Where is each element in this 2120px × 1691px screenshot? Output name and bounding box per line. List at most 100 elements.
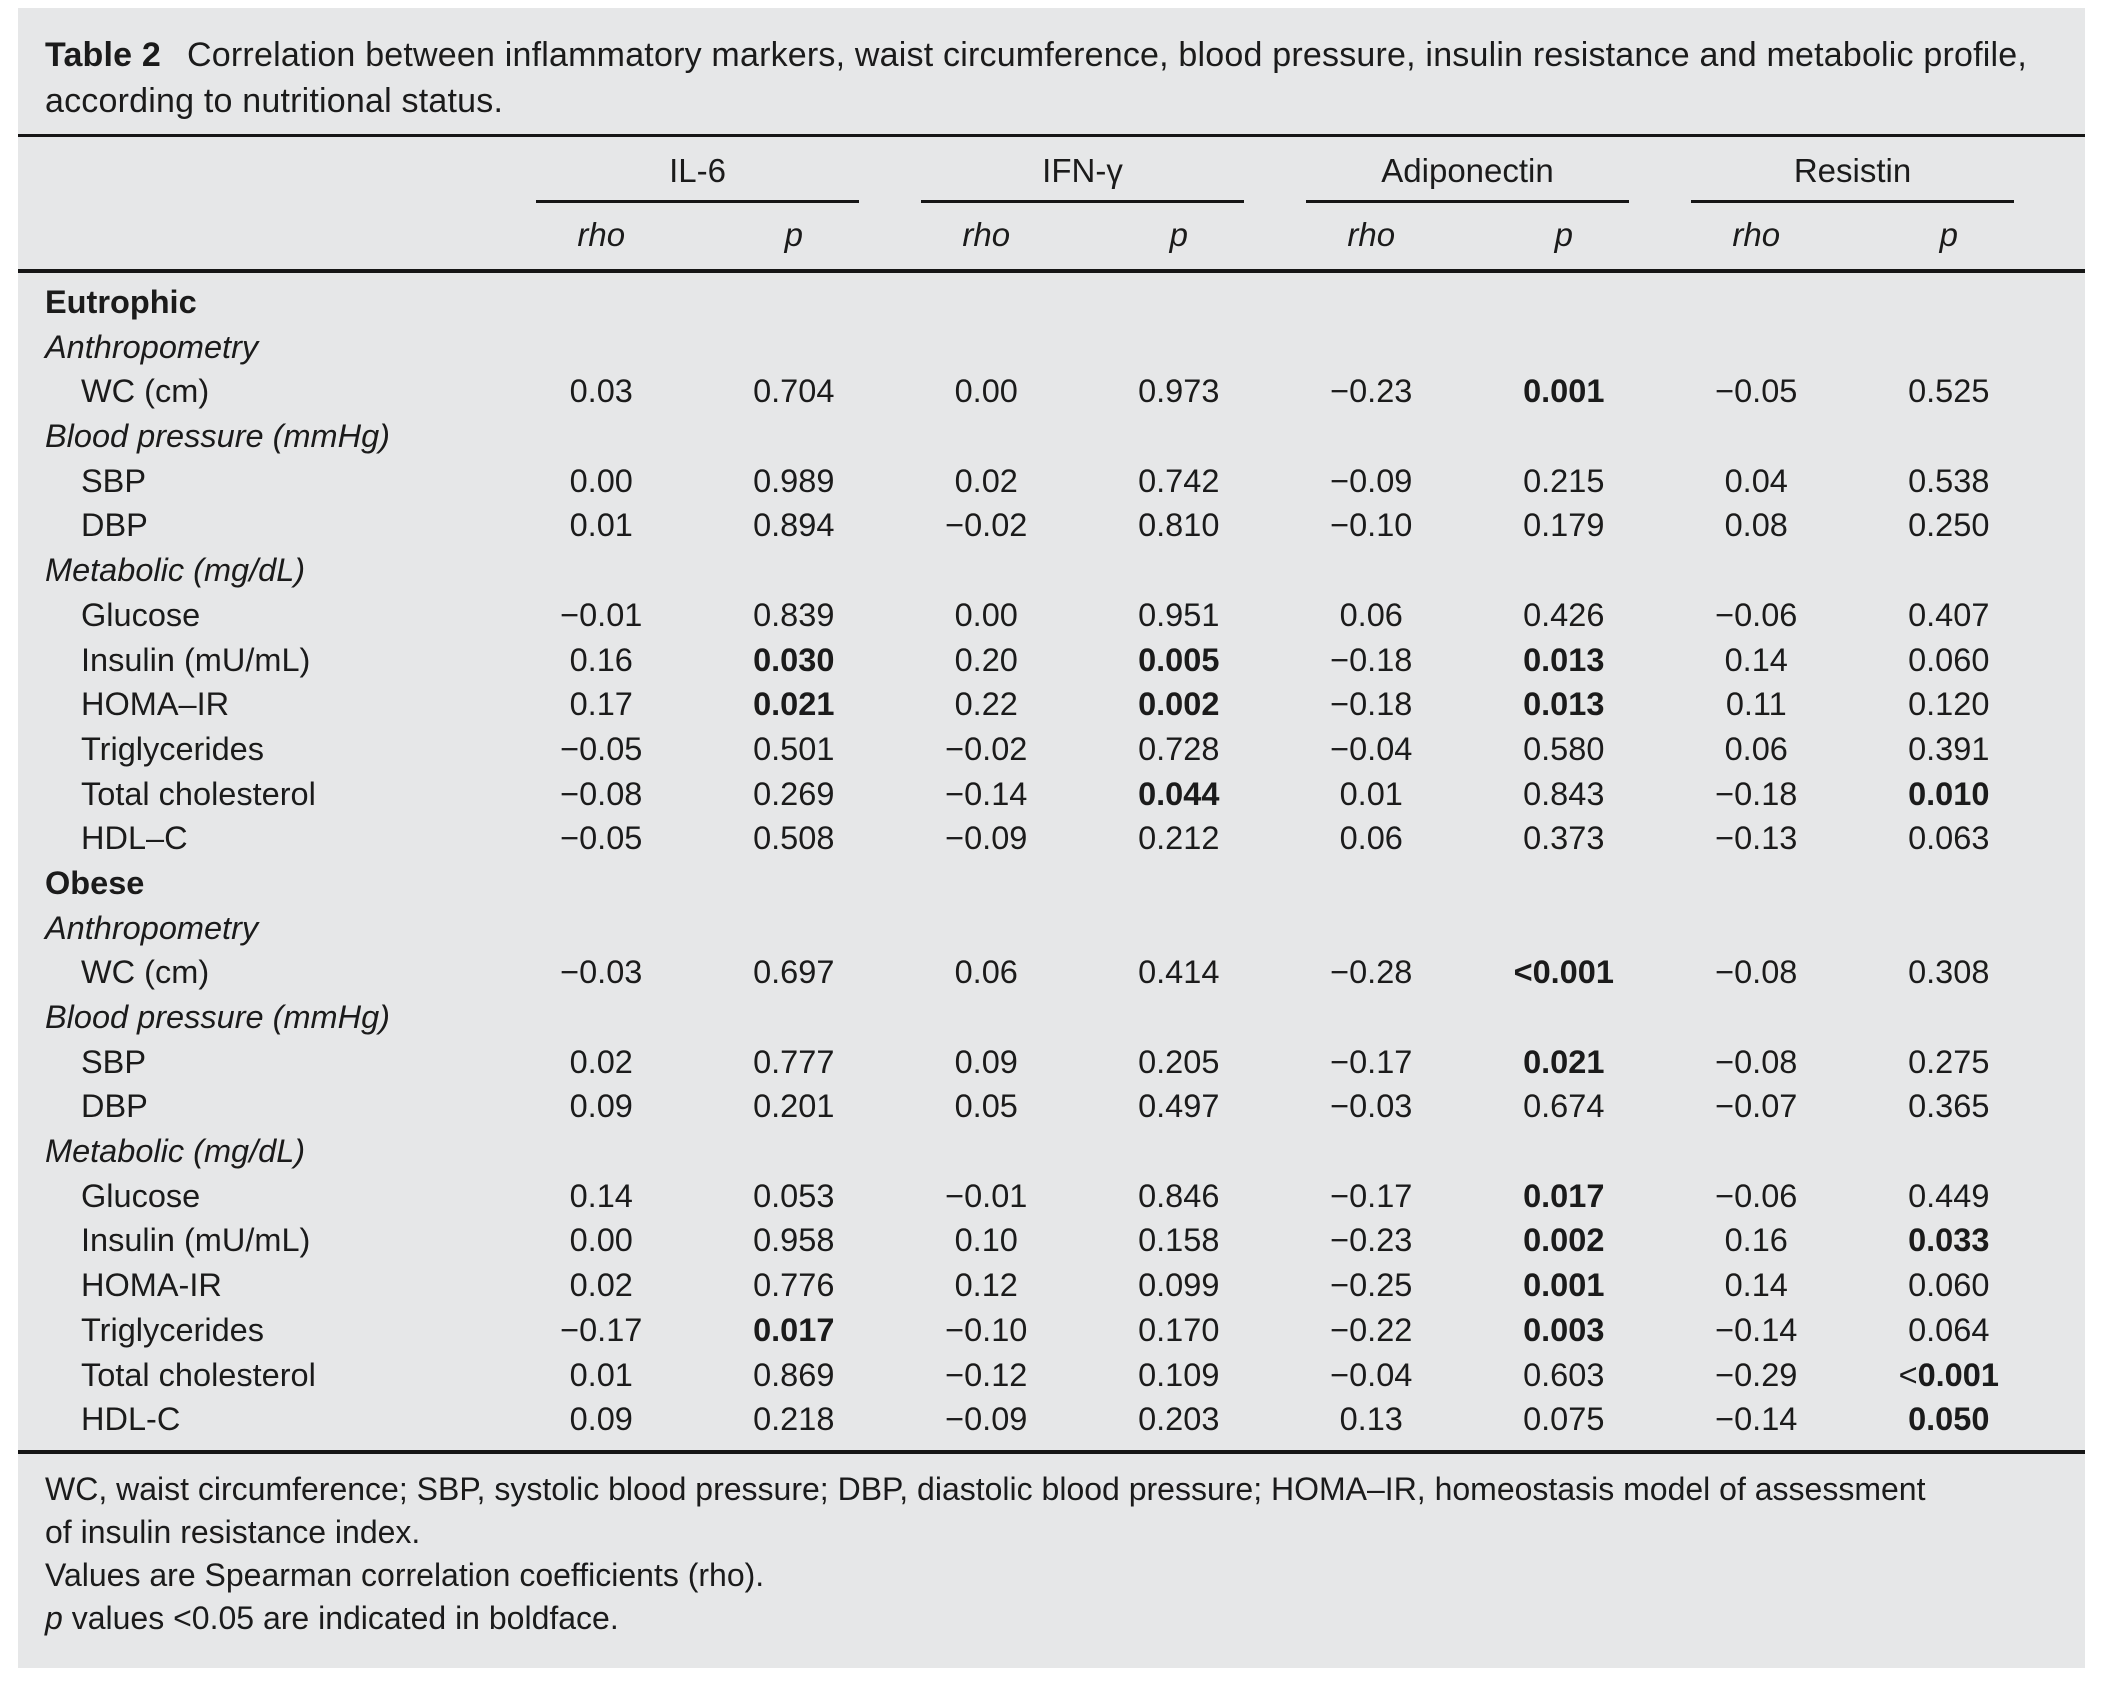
subheader-rho: rho	[1732, 216, 1781, 253]
table-row: Glucose 0.14 0.053 −0.01 0.846 −0.17 0.017 −0.0…	[45, 1174, 2045, 1219]
value-cell: 0.14	[1724, 1267, 1788, 1304]
value-cell: 0.212	[1138, 820, 1220, 857]
value-cell: 0.060	[1908, 641, 1990, 678]
value-cell: 0.158	[1138, 1222, 1220, 1259]
value-cell: −0.23	[1330, 373, 1413, 410]
value-cell: −0.08	[1715, 954, 1798, 991]
value-cell: −0.01	[560, 596, 643, 633]
footnote-line: Values are Spearman correlation coeffici…	[45, 1554, 2045, 1597]
value-cell: 0.00	[569, 462, 633, 499]
group-label: Adiponectin	[1381, 152, 1554, 189]
value-cell: −0.18	[1330, 686, 1413, 723]
table-row: Insulin (mU/mL) 0.16 0.030 0.20 0.005 −0.18 0.…	[45, 638, 2045, 683]
value-cell: 0.001	[1523, 373, 1605, 410]
value-cell: 0.06	[1339, 596, 1403, 633]
value-cell: 0.973	[1138, 373, 1220, 410]
value-cell: 0.414	[1138, 954, 1220, 991]
value-cell: 0.525	[1908, 373, 1990, 410]
subheader-rho: rho	[962, 216, 1011, 253]
value-cell: 0.13	[1339, 1401, 1403, 1438]
value-cell: <0.001	[1513, 954, 1614, 991]
value-cell: 0.064	[1908, 1311, 1990, 1348]
section-row: Anthropometry	[45, 906, 2045, 951]
value-cell: 0.205	[1138, 1043, 1220, 1080]
value-cell: 0.09	[569, 1088, 633, 1125]
table-row: SBP 0.00 0.989 0.02 0.742 −0.09 0.215 0.04 0.538	[45, 459, 2045, 504]
table-body: Eutrophic Anthropometry WC (cm) 0.03 0.704 0.…	[18, 273, 2085, 1450]
section-row: Blood pressure (mmHg)	[45, 414, 2045, 459]
value-cell: −0.08	[1715, 1043, 1798, 1080]
value-cell: 0.580	[1523, 730, 1605, 767]
value-cell: 0.010	[1908, 775, 1990, 812]
subheader-p: p	[1169, 216, 1188, 253]
table-row: Glucose −0.01 0.839 0.00 0.951 0.06 0.426 −0.06…	[45, 593, 2045, 638]
value-cell: 0.951	[1138, 596, 1220, 633]
value-cell: 0.250	[1908, 507, 1990, 544]
value-cell: 0.170	[1138, 1311, 1220, 1348]
row-label: HOMA–IR	[81, 686, 230, 723]
table-row: Total cholesterol −0.08 0.269 −0.14 0.044 0.0…	[45, 772, 2045, 817]
value-cell: 0.538	[1908, 462, 1990, 499]
value-cell: −0.18	[1330, 641, 1413, 678]
value-cell: −0.14	[1715, 1311, 1798, 1348]
row-label: HOMA-IR	[81, 1267, 222, 1304]
value-cell: 0.03	[569, 373, 633, 410]
value-cell: 0.033	[1908, 1222, 1990, 1259]
value-cell: −0.03	[1330, 1088, 1413, 1125]
footnote-line: WC, waist circumference; SBP, systolic b…	[45, 1468, 2045, 1511]
value-cell: −0.09	[945, 820, 1028, 857]
value-cell: 0.003	[1523, 1311, 1605, 1348]
section-row: Metabolic (mg/dL)	[45, 548, 2045, 593]
value-cell: −0.05	[560, 730, 643, 767]
row-label: WC (cm)	[81, 373, 210, 410]
value-cell: 0.00	[569, 1222, 633, 1259]
subheader-p: p	[784, 216, 803, 253]
value-cell: −0.01	[945, 1177, 1028, 1214]
table-row: DBP 0.01 0.894 −0.02 0.810 −0.10 0.179 0.08 0.25…	[45, 503, 2045, 548]
footnote-line: p values <0.05 are indicated in boldface…	[45, 1597, 2045, 1640]
row-label: Total cholesterol	[81, 775, 316, 812]
value-cell: −0.28	[1330, 954, 1413, 991]
value-cell: 0.06	[1724, 730, 1788, 767]
value-cell: 0.030	[753, 641, 835, 678]
section-row: Eutrophic	[45, 280, 2045, 325]
value-cell: 0.109	[1138, 1356, 1220, 1393]
row-label: Glucose	[81, 596, 201, 633]
table-row: WC (cm) −0.03 0.697 0.06 0.414 −0.28 <0.001 −0.…	[45, 950, 2045, 995]
value-cell: 0.017	[753, 1311, 835, 1348]
value-cell: 0.09	[569, 1401, 633, 1438]
value-cell: 0.869	[753, 1356, 835, 1393]
footnote-text: Values are Spearman correlation coeffici…	[45, 1556, 765, 1593]
value-cell: 0.508	[753, 820, 835, 857]
value-cell: 0.201	[753, 1088, 835, 1125]
value-cell: 0.365	[1908, 1088, 1990, 1125]
row-label: Metabolic (mg/dL)	[45, 552, 306, 589]
section-row: Obese	[45, 861, 2045, 906]
value-cell: 0.005	[1138, 641, 1220, 678]
value-cell: 0.674	[1523, 1088, 1605, 1125]
subheader-p: p	[1554, 216, 1573, 253]
value-cell: 0.08	[1724, 507, 1788, 544]
table-number: Table 2	[45, 36, 162, 74]
group-label: IFN-γ	[1042, 152, 1123, 189]
value-cell: 0.17	[569, 686, 633, 723]
row-label: Blood pressure (mmHg)	[45, 999, 390, 1035]
value-cell: 0.810	[1138, 507, 1220, 544]
value-cell: −0.09	[945, 1401, 1028, 1438]
value-cell: 0.269	[753, 775, 835, 812]
value-cell: 0.00	[954, 596, 1018, 633]
row-label: HDL-C	[81, 1401, 181, 1438]
value-cell: 0.063	[1908, 820, 1990, 857]
table-row: Triglycerides −0.17 0.017 −0.10 0.170 −0.22 0.…	[45, 1308, 2045, 1353]
group-underline	[535, 200, 860, 203]
group-label: IL-6	[669, 152, 726, 189]
value-cell: 0.02	[569, 1043, 633, 1080]
table-row: WC (cm) 0.03 0.704 0.00 0.973 −0.23 0.001 −0.05…	[45, 369, 2045, 414]
value-cell: −0.14	[1715, 1401, 1798, 1438]
subheader-rho: rho	[577, 216, 626, 253]
row-label: Glucose	[81, 1177, 201, 1214]
value-cell: 0.179	[1523, 507, 1605, 544]
value-cell: 0.742	[1138, 462, 1220, 499]
value-cell: 0.013	[1523, 641, 1605, 678]
value-cell: −0.25	[1330, 1267, 1413, 1304]
